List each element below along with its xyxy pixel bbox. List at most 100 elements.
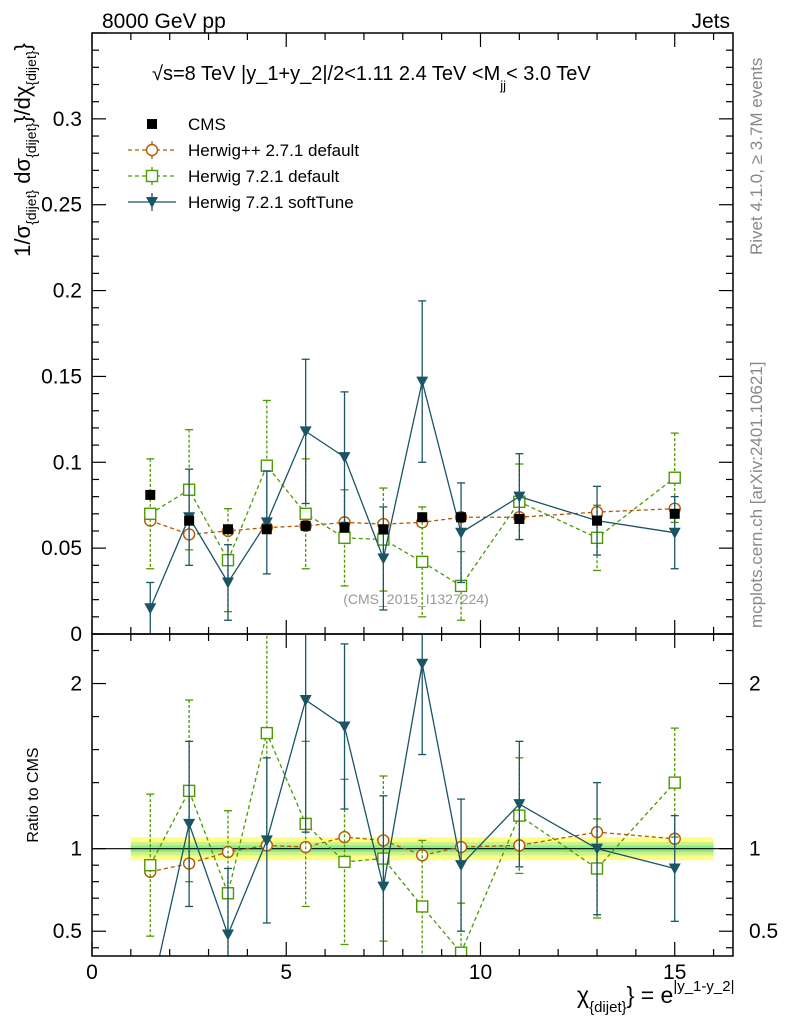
analysis-watermark: (CMS_2015_I1327224) — [343, 591, 489, 607]
herwig-7-2-1-softtune-ratio-point — [377, 881, 390, 893]
herwig-7-2-1-softtune-ratio-point — [513, 799, 526, 811]
herwig-7-2-1-softtune-ratio-point — [455, 860, 468, 872]
herwig-7-2-1-default-ratio-point — [260, 726, 274, 740]
cms-main-point — [184, 515, 195, 526]
herwig-7-2-1-softtune-main-point — [299, 426, 312, 438]
ratio-y-tick-label: 2 — [70, 673, 82, 696]
y-tick-label: 0.15 — [41, 365, 82, 388]
herwig-7-2-1-softtune-ratio-point — [591, 843, 604, 855]
herwig-7-2-1-softtune-main-line — [149, 381, 675, 609]
legend-label: Herwig++ 2.7.1 default — [188, 141, 359, 160]
herwig-7-2-1-default-main-point — [416, 555, 429, 569]
herwig-7-2-1-softtune-ratio-point — [668, 863, 681, 875]
y-tick-label: 0.25 — [41, 194, 82, 217]
herwig-7-2-1-softtune-ratio-point — [260, 835, 273, 847]
legend-entry-herwig-7-2-1-softtune: Herwig 7.2.1 softTune — [128, 193, 354, 212]
herwig-7-2-1-default-ratio — [144, 634, 681, 956]
cms-main-point — [378, 524, 389, 535]
legend-entry-herwig-2-7-1-default: Herwig++ 2.7.1 default — [128, 141, 359, 160]
legend-entry-herwig-7-2-1-default: Herwig 7.2.1 default — [128, 167, 339, 186]
herwig-7-2-1-default-ratio-line — [149, 731, 676, 954]
cms-main-point — [417, 512, 428, 523]
herwig-7-2-1-default-ratio-point — [338, 855, 351, 869]
herwig-2-7-1-default-ratio-line — [150, 831, 675, 873]
legend-marker — [147, 119, 157, 129]
herwig-7-2-1-default-main-errorbar — [146, 458, 155, 570]
cms-main-point — [669, 508, 680, 519]
ratio-y-tick-label-right: 1 — [749, 838, 761, 861]
herwig-7-2-1-softtune-main-point — [260, 517, 273, 529]
cms-main-point — [222, 524, 233, 535]
herwig-7-2-1-softtune-main-point — [668, 527, 681, 539]
herwig-7-2-1-default-ratio-point — [454, 946, 468, 956]
herwig-7-2-1-softtune-main-point — [513, 491, 526, 503]
y-tick-label: 0.3 — [53, 108, 82, 131]
legend-label: Herwig 7.2.1 softTune — [188, 193, 354, 212]
x-tick-label: 10 — [469, 961, 492, 984]
herwig-7-2-1-softtune-ratio-point — [299, 695, 312, 707]
y-tick-label: 0 — [70, 623, 82, 646]
herwig-7-2-1-softtune-main-point — [221, 577, 234, 589]
ratio-frame — [91, 633, 734, 957]
herwig-7-2-1-softtune-ratio-point — [183, 818, 196, 830]
cms-main-point — [300, 520, 311, 531]
legend-entry-cms: CMS — [147, 115, 226, 134]
herwig-7-2-1-softtune-ratio-point — [338, 721, 351, 733]
herwig-7-2-1-default-ratio-point — [144, 858, 157, 872]
herwig-7-2-1-softtune-main-point — [338, 452, 351, 464]
legend: CMS Herwig++ 2.7.1 default Herwig 7.2.1 de… — [128, 115, 359, 212]
plot-title: √s=8 TeV |y_1+y_2|/2<1.11 2.4 TeV <Mjj< … — [152, 63, 591, 93]
herwig-7-2-1-default-ratio-point — [416, 900, 429, 913]
herwig-2-7-1-default-main-line — [150, 507, 675, 536]
rivet-version-label: Rivet 4.1.0, ≥ 3.7M events — [747, 58, 766, 255]
herwig-7-2-1-default-main-errorbar — [418, 506, 427, 618]
header-category: Jets — [691, 10, 730, 33]
y-tick-label: 0.1 — [53, 451, 82, 474]
cms-main-point — [339, 522, 350, 533]
ratio-y-tick-label-right: 0.5 — [749, 920, 778, 943]
header-collision: 8000 GeV pp — [102, 10, 226, 33]
herwig-7-2-1-softtune-ratio-line — [158, 663, 675, 956]
herwig-7-2-1-softtune-main-point — [416, 376, 429, 388]
legend-label: CMS — [188, 115, 226, 134]
legend-marker — [145, 169, 159, 183]
herwig-7-2-1-default-main-point — [338, 531, 351, 545]
x-tick-label: 5 — [280, 961, 292, 984]
x-tick-label: 15 — [663, 961, 686, 984]
herwig-7-2-1-default-ratio-point — [668, 776, 681, 789]
herwig-7-2-1-softtune-main — [144, 300, 681, 634]
ratio-y-tick-label: 1 — [70, 838, 82, 861]
herwig-7-2-1-default-main-point — [668, 471, 681, 484]
herwig-7-2-1-softtune-main-point — [144, 603, 157, 615]
legend-marker — [145, 143, 159, 157]
herwig-7-2-1-softtune-main-point — [455, 527, 468, 539]
ratio-y-tick-label: 0.5 — [53, 920, 82, 943]
herwig-7-2-1-default-main-point — [144, 507, 157, 520]
herwig-7-2-1-softtune-ratio — [144, 634, 681, 1024]
legend-marker — [146, 197, 158, 208]
herwig-7-2-1-softtune-main-point — [377, 553, 390, 565]
y-tick-label: 0.2 — [53, 280, 82, 303]
cms-main — [145, 489, 680, 535]
mcplots-label: mcplots.cern.ch [arXiv:2401.10621] — [747, 362, 766, 628]
cms-main-point — [592, 515, 603, 526]
herwig-7-2-1-default-main-point — [260, 459, 274, 472]
herwig-7-2-1-default-main-point — [299, 507, 312, 520]
herwig-7-2-1-default-main-line — [149, 464, 676, 587]
herwig-7-2-1-softtune-ratio-errorbar — [146, 964, 154, 1024]
legend-label: Herwig 7.2.1 default — [188, 167, 339, 186]
ylabel-ratio: Ratio to CMS — [25, 747, 42, 842]
cms-main-point — [456, 512, 467, 523]
ylabel-main: 1/σ{dijet} dσ{dijet}}/dχ{dijet}} — [10, 43, 39, 257]
cms-main-point — [145, 489, 156, 500]
cms-main-point — [514, 513, 525, 524]
herwig-7-2-1-softtune-ratio-point — [221, 929, 234, 941]
y-tick-label: 0.05 — [41, 537, 82, 560]
cms-main-point — [261, 524, 272, 535]
ratio-y-tick-label-right: 2 — [749, 673, 761, 696]
svg-text:1/σ{dijet} dσ{dijet}}/dχ{dijet: 1/σ{dijet} dσ{dijet}}/dχ{dijet}} — [10, 43, 39, 257]
herwig-7-2-1-softtune-ratio-point — [416, 658, 429, 670]
herwig-7-2-1-softtune-ratio-point — [144, 992, 156, 1003]
xlabel: χ{dijet}} = e|y_1-y_2| — [577, 978, 734, 1016]
